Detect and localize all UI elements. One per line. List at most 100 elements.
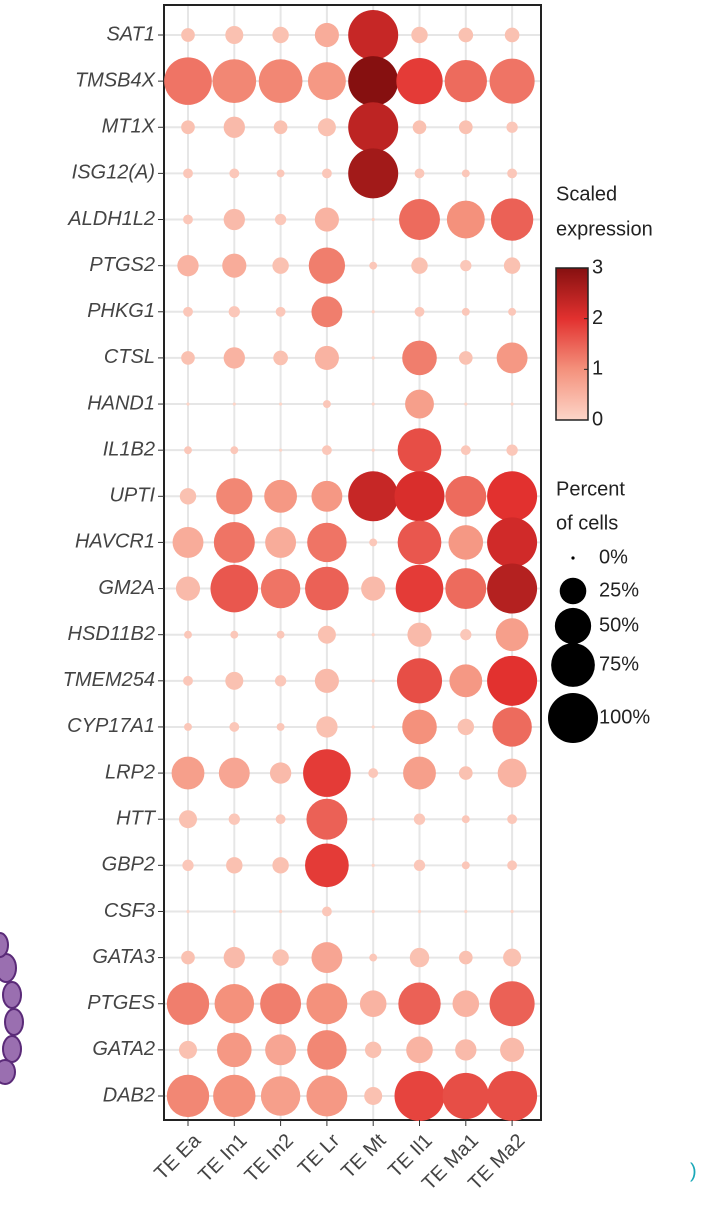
dot (461, 815, 470, 824)
dot (260, 568, 301, 609)
dot (371, 402, 375, 406)
dot (275, 306, 286, 317)
y-tick-label: HAVCR1 (75, 531, 155, 553)
color-bar (555, 267, 589, 421)
dot (461, 169, 470, 178)
dot (226, 857, 243, 874)
y-tick-label: GBP2 (102, 854, 155, 876)
dot (409, 947, 430, 968)
size-legend-title: Percent (556, 478, 625, 500)
dot (264, 479, 297, 513)
dot (222, 253, 247, 278)
dot (175, 576, 201, 601)
dot (444, 59, 487, 103)
dot (230, 630, 239, 639)
dot (464, 909, 468, 914)
y-tick-label: CTSL (104, 346, 155, 368)
dot (184, 723, 192, 731)
dot (303, 749, 351, 797)
dot (186, 909, 190, 914)
dot (182, 859, 194, 871)
dot (171, 756, 205, 790)
dot (275, 814, 286, 825)
dot (361, 576, 386, 601)
dot (181, 120, 195, 135)
y-tick-label: SAT1 (106, 23, 155, 45)
y-tick-label: DAB2 (103, 1084, 155, 1106)
dot (183, 168, 193, 179)
y-tick-label: TMSB4X (75, 69, 156, 91)
size-legend-label: 0% (599, 546, 628, 568)
dot (232, 909, 236, 914)
cell-illustration (0, 932, 24, 1085)
dot (405, 389, 434, 419)
dot (306, 983, 348, 1025)
dot (371, 356, 375, 360)
dot (314, 668, 339, 693)
x-tick-label: TE Lr (294, 1129, 344, 1179)
dot (492, 707, 532, 747)
y-tick-label: PHKG1 (87, 300, 155, 322)
size-legend-dot (559, 577, 587, 605)
dot (230, 446, 239, 455)
dot (371, 725, 375, 729)
dot (448, 525, 484, 560)
dot (213, 521, 255, 563)
dot (458, 351, 473, 365)
dot (496, 342, 528, 374)
y-tick-label: HAND1 (87, 392, 155, 414)
y-tick-label: HTT (116, 807, 157, 829)
color-tick-label: 1 (592, 358, 603, 380)
dot (228, 813, 240, 825)
dot (186, 402, 190, 406)
dot (458, 766, 473, 780)
dot (396, 658, 443, 704)
dot (414, 306, 425, 317)
size-legend-label: 100% (599, 706, 650, 728)
dot (265, 526, 297, 558)
size-legend-dot (548, 693, 598, 743)
dot (260, 983, 302, 1025)
dot (316, 716, 338, 738)
dot (273, 350, 288, 366)
dot (507, 860, 518, 871)
dot (396, 57, 443, 105)
size-legend-dot (554, 607, 592, 645)
dot (507, 168, 518, 179)
dot (489, 58, 535, 104)
dot (212, 59, 257, 103)
dot (166, 982, 210, 1025)
dot (464, 402, 468, 406)
dot (371, 310, 375, 314)
dot (269, 762, 292, 784)
y-tick-label: GATA3 (92, 946, 155, 968)
x-tick-label: TE Mt (337, 1129, 391, 1183)
dot (460, 629, 472, 641)
dot (510, 402, 514, 406)
dot (506, 444, 518, 456)
dot (348, 56, 399, 107)
dot (321, 445, 332, 456)
dot (371, 909, 375, 914)
dot (411, 26, 428, 44)
y-tick-label: CYP17A1 (67, 715, 155, 737)
dot (487, 655, 538, 706)
dot (164, 57, 212, 105)
dot (458, 950, 473, 965)
size-legend-label: 50% (599, 614, 639, 636)
dot (457, 718, 475, 736)
dot (179, 1040, 197, 1059)
dot (232, 402, 236, 406)
dot (442, 1072, 489, 1120)
dot (495, 618, 529, 652)
dot (403, 756, 436, 790)
dot (348, 102, 399, 153)
dot (461, 861, 470, 870)
dot (412, 120, 427, 135)
dot (487, 471, 538, 522)
dot (497, 758, 527, 788)
dot (500, 1037, 525, 1062)
y-tick-label: LRP2 (105, 761, 155, 783)
dot (276, 169, 285, 178)
dot (274, 213, 287, 226)
